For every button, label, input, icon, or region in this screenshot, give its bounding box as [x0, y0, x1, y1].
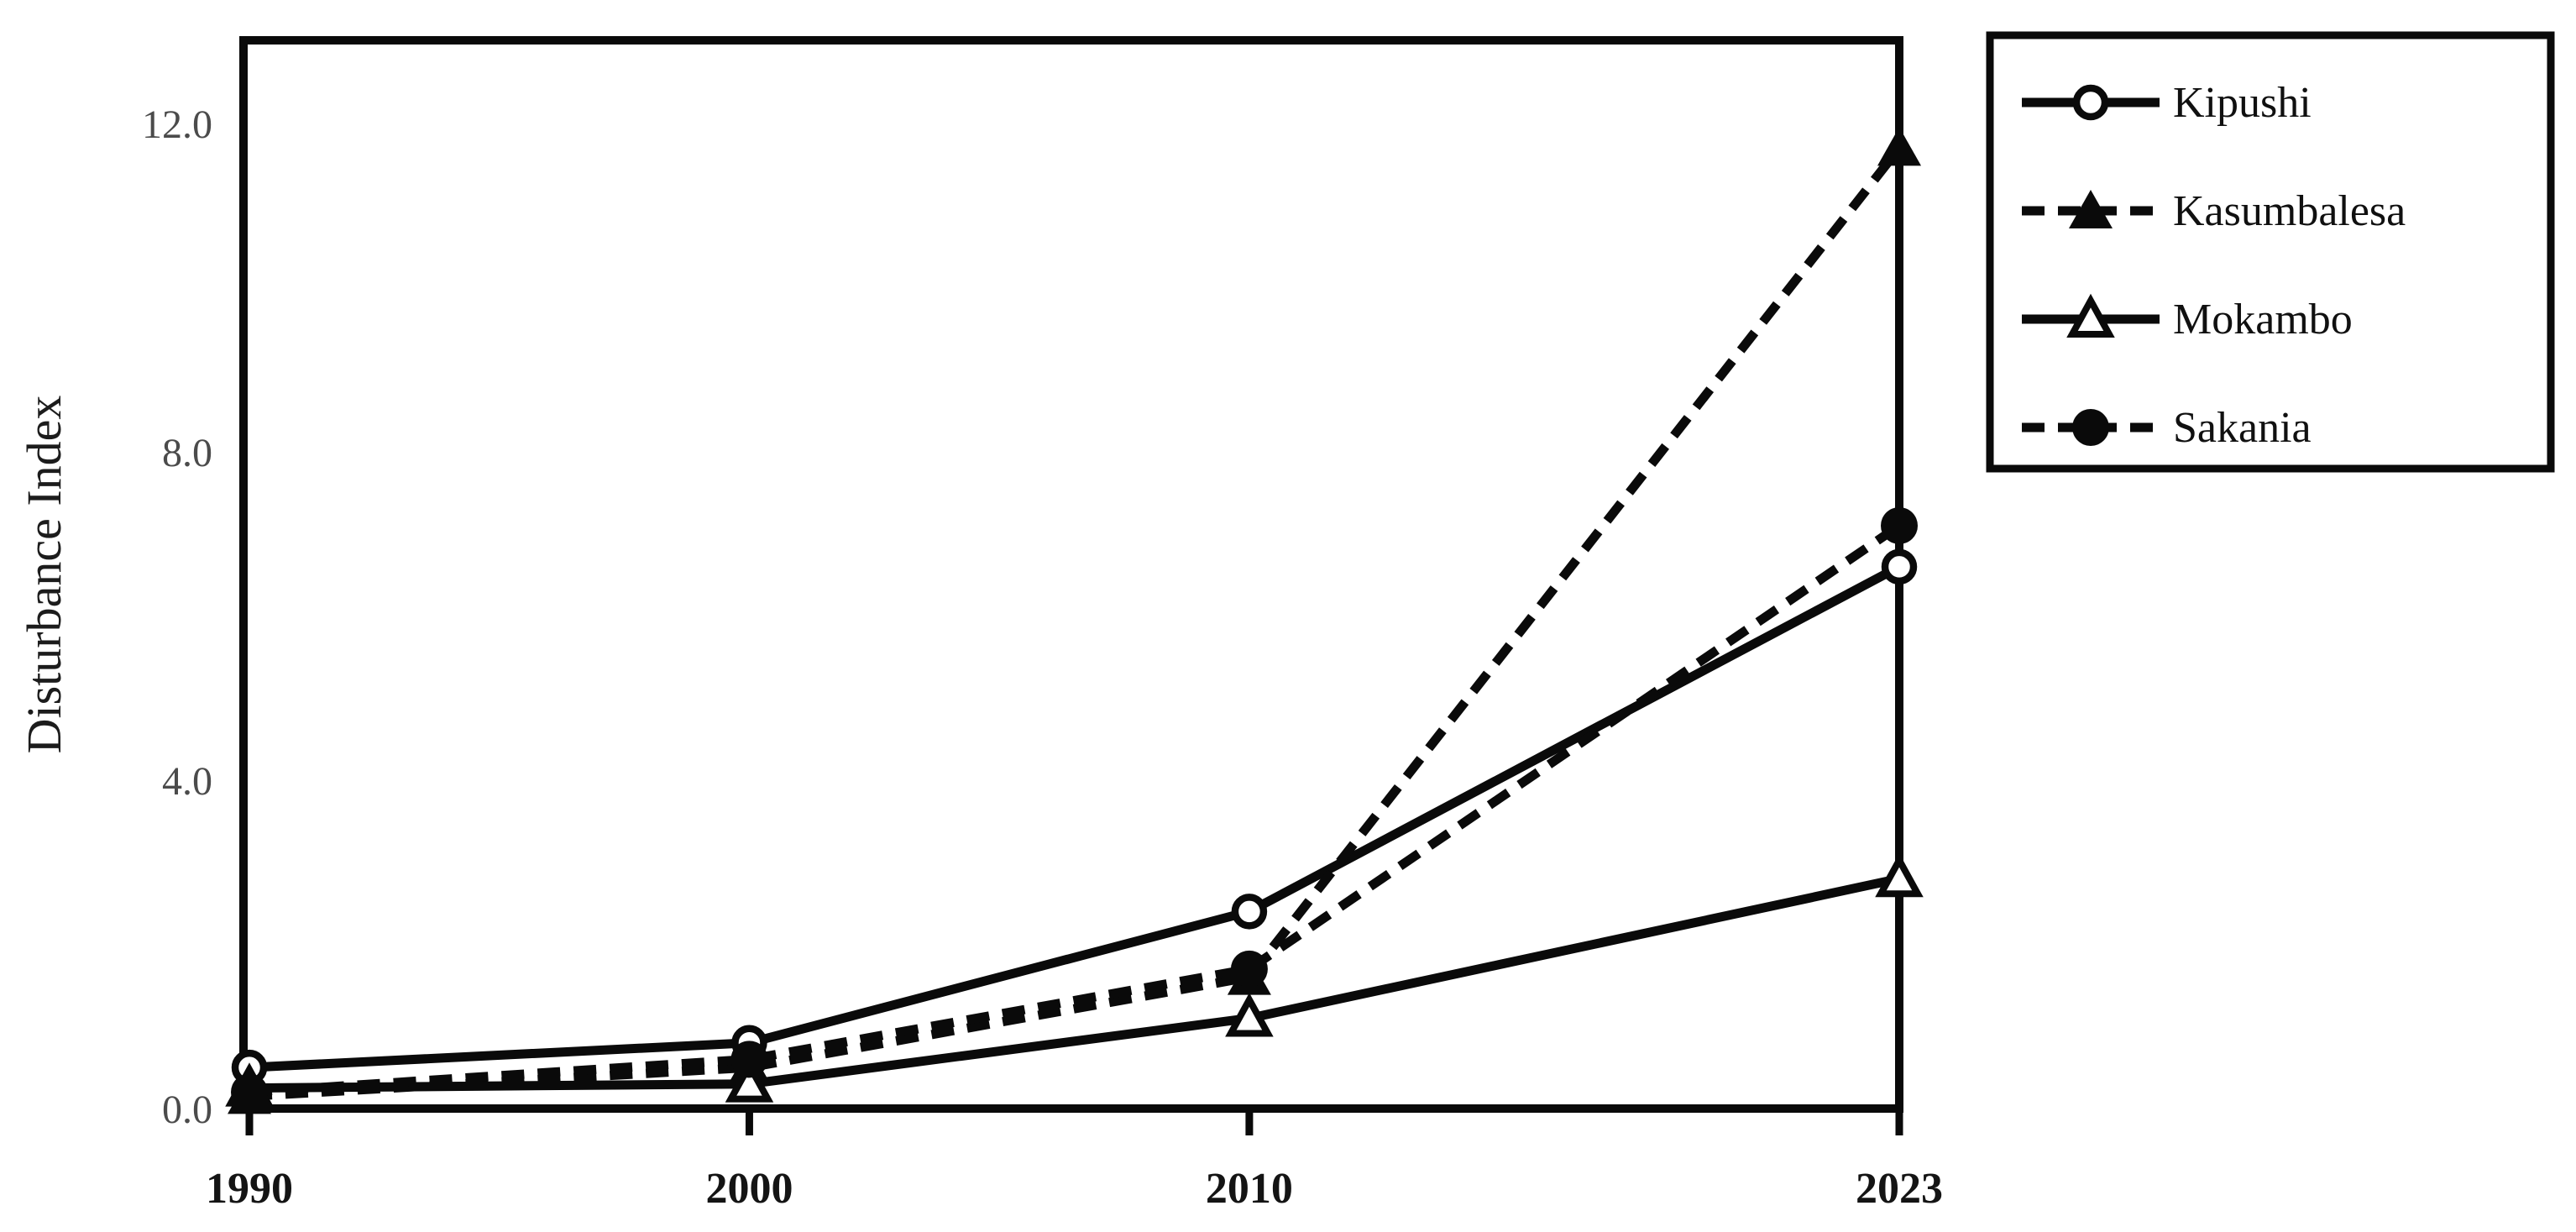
legend-entry-kipushi: Kipushi — [2022, 79, 2312, 127]
y-tick-label-0.0: 0.0 — [162, 1088, 212, 1132]
legend-entry-sakania: Sakania — [2022, 404, 2312, 452]
marker-mokambo-2023 — [1875, 852, 1924, 898]
marker-sakania-2000 — [730, 1041, 768, 1078]
legend-marker-sakania — [2072, 409, 2109, 446]
series-line-kipushi — [249, 562, 1902, 1072]
series-markers-group — [225, 127, 1924, 1114]
marker-kasumbalesa-2023 — [1877, 127, 1921, 166]
series-line-mokambo — [249, 873, 1901, 1093]
x-tick-label-2010: 2010 — [1206, 1165, 1293, 1213]
legend-label-kasumbalesa: Kasumbalesa — [2173, 187, 2406, 235]
legend-label-mokambo: Mokambo — [2173, 296, 2353, 343]
y-axis-title: Disturbance Index — [17, 396, 71, 754]
legend-marker-kasumbalesa — [2069, 190, 2113, 228]
marker-sakania-1990 — [231, 1073, 268, 1111]
series-lines-group — [249, 144, 1903, 1101]
marker-mokambo-2010 — [1225, 993, 1274, 1037]
legend-box — [1986, 31, 2555, 473]
x-tick-label-2023: 2023 — [1856, 1165, 1943, 1213]
legend-label-kipushi: Kipushi — [2173, 79, 2312, 127]
series-line-kasumbalesa — [249, 144, 1903, 1101]
legend-marker-mokambo — [2066, 293, 2115, 338]
x-tick-label-1990: 1990 — [206, 1165, 293, 1213]
legend-marker-kipushi — [2072, 84, 2109, 121]
y-tick-label-8.0: 8.0 — [162, 431, 212, 475]
y-tick-label-12.0: 12.0 — [142, 102, 212, 147]
legend-entry-kasumbalesa: Kasumbalesa — [2022, 187, 2406, 235]
marker-mokambo-2000 — [725, 1058, 774, 1103]
marker-kipushi-2023 — [1881, 548, 1918, 585]
plot-area-border — [239, 36, 1903, 1113]
marker-sakania-2023 — [1881, 506, 1918, 544]
marker-sakania-2010 — [1230, 950, 1268, 988]
legend: Kipushi Kasumbalesa Mokambo Sakania — [1986, 31, 2555, 473]
x-tick-label-2000: 2000 — [705, 1165, 793, 1213]
y-tick-label-4.0: 4.0 — [162, 759, 212, 804]
legend-entry-mokambo: Mokambo — [2022, 293, 2353, 343]
legend-label-sakania: Sakania — [2173, 404, 2312, 452]
marker-kipushi-2010 — [1231, 894, 1268, 930]
